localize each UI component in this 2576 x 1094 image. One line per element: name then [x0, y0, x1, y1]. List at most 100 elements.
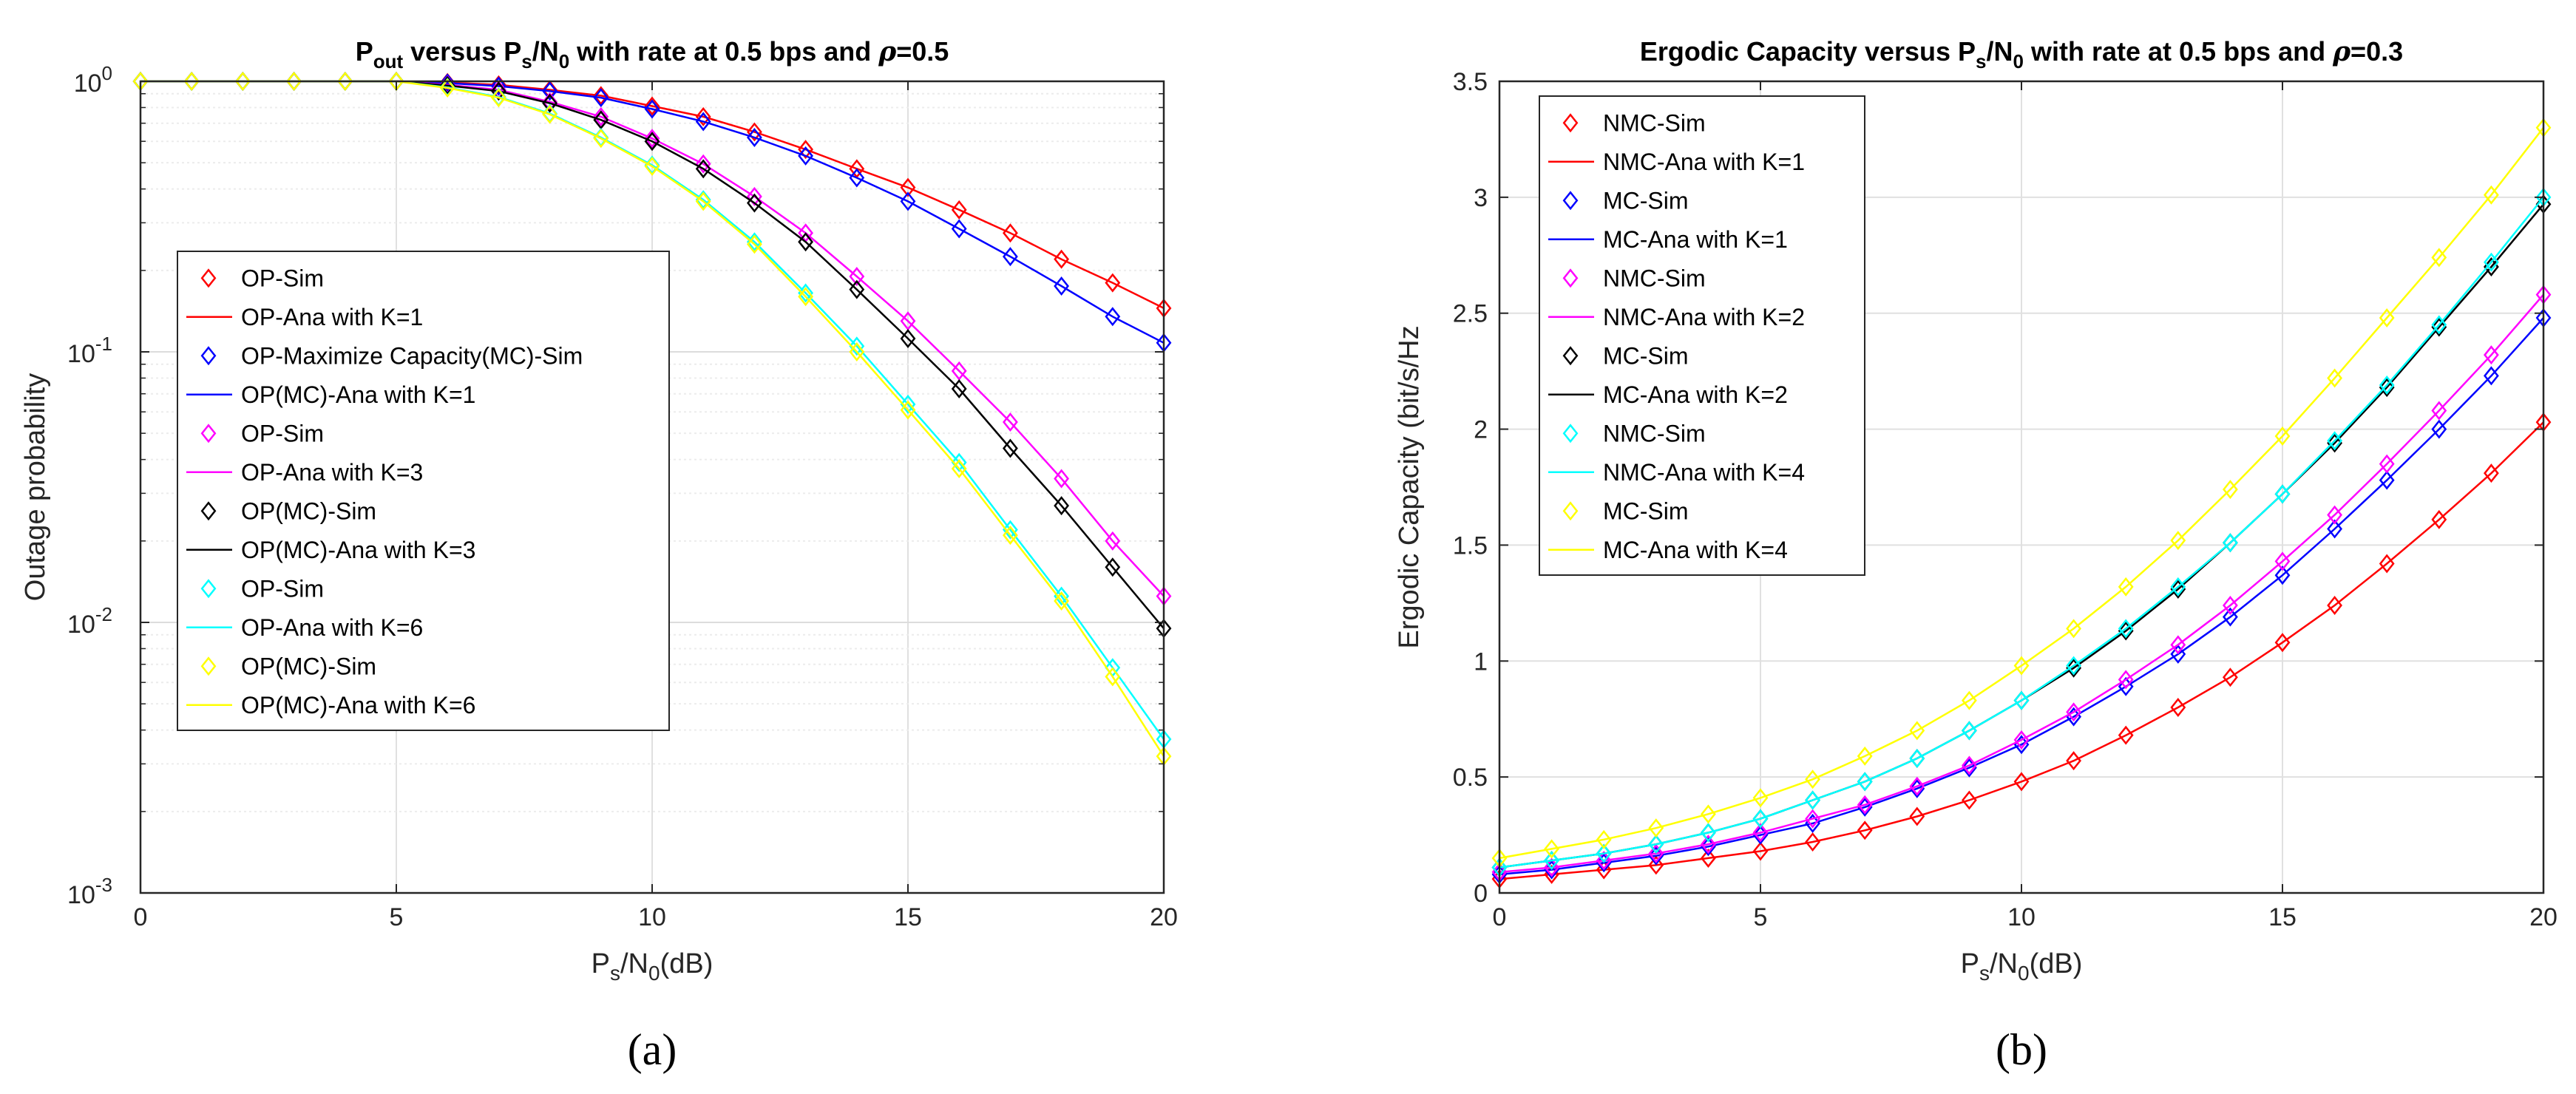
data-point	[1700, 823, 1716, 843]
data-point	[2013, 772, 2030, 792]
data-point	[2118, 676, 2134, 696]
legend-marker	[200, 501, 217, 521]
legend-label: OP-Sim	[241, 265, 324, 291]
data-point	[1909, 749, 1925, 769]
data-point	[644, 99, 660, 119]
data-point	[2379, 308, 2395, 327]
data-point	[1752, 809, 1769, 829]
legend-label: NMC-Ana with K=1	[1603, 149, 1805, 175]
data-point	[1805, 809, 1821, 829]
data-point	[2431, 317, 2447, 337]
data-point	[2222, 667, 2238, 687]
data-point	[1857, 772, 1873, 792]
legend-label: MC-Sim	[1603, 187, 1689, 214]
legend-item: OP-Sim	[200, 265, 324, 291]
data-point	[951, 200, 967, 220]
legend-label: NMC-Ana with K=4	[1603, 459, 1805, 486]
x-tick-label: 10	[638, 903, 666, 931]
legend-item: MC-Sim	[1562, 342, 1689, 369]
legend-marker	[200, 656, 217, 676]
series-line	[1499, 317, 2544, 876]
data-point	[1857, 797, 1873, 817]
y-tick-label: 3.5	[1453, 68, 1488, 96]
data-point	[1648, 818, 1664, 838]
y-axis-label: Ergodic Capacity (bit/s/Hz	[1394, 325, 1425, 648]
y-tick-label: 0	[1474, 880, 1488, 908]
data-point	[1054, 496, 1070, 516]
data-point	[2222, 480, 2238, 500]
data-point	[593, 106, 609, 126]
legend-label: OP(MC)-Ana with K=3	[241, 537, 475, 563]
series-line	[1499, 197, 2544, 869]
data-point	[1002, 223, 1018, 243]
data-point	[1054, 469, 1070, 489]
legend-label: OP(MC)-Sim	[241, 497, 376, 524]
data-point	[1961, 690, 1977, 710]
data-point	[695, 154, 711, 174]
data-point	[1805, 769, 1821, 789]
data-point	[746, 186, 762, 206]
y-tick-label: 2.5	[1453, 300, 1488, 328]
data-point	[644, 96, 660, 116]
data-point	[2327, 519, 2343, 539]
legend-marker	[200, 268, 217, 288]
legend-item: MC-Sim	[1562, 497, 1689, 524]
y-tick-label: 2	[1474, 416, 1488, 444]
legend-label: NMC-Sim	[1603, 109, 1706, 136]
legend-marker	[200, 346, 217, 366]
legend-marker	[1562, 268, 1579, 288]
data-point	[1648, 855, 1664, 875]
data-point	[1544, 839, 1560, 859]
series-6	[1491, 118, 2552, 868]
legend-box	[177, 251, 670, 731]
data-point	[695, 112, 711, 132]
data-point	[2431, 248, 2447, 268]
data-point	[439, 78, 455, 98]
x-tick-label: 20	[1150, 903, 1178, 931]
data-point	[951, 459, 967, 479]
data-point	[1105, 531, 1121, 551]
data-point	[746, 122, 762, 142]
data-point	[2222, 533, 2238, 553]
data-point	[2431, 315, 2447, 335]
legend-label: MC-Ana with K=1	[1603, 226, 1788, 253]
legend-label: NMC-Sim	[1603, 420, 1706, 446]
data-point	[1961, 755, 1977, 775]
data-point	[2170, 531, 2186, 551]
x-tick-label: 0	[1493, 903, 1507, 931]
data-point	[1648, 843, 1664, 863]
data-point	[490, 76, 506, 96]
data-point	[900, 191, 916, 211]
series-3	[1491, 285, 2552, 882]
data-point	[1909, 776, 1925, 796]
legend-label: MC-Ana with K=4	[1603, 537, 1788, 563]
data-point	[2274, 484, 2291, 504]
data-point	[2483, 252, 2499, 272]
data-point	[1752, 823, 1769, 843]
legend-label: NMC-Sim	[1603, 265, 1706, 291]
data-point	[2222, 607, 2238, 627]
data-point	[951, 379, 967, 399]
data-point	[1596, 860, 1612, 880]
data-point	[2066, 658, 2082, 678]
legend-item: MC-Ana with K=2	[1548, 381, 1788, 408]
legend: NMC-Sim NMC-Ana with K=1 MC-Sim MC-Ana with…	[1539, 95, 1865, 576]
data-point	[2118, 577, 2134, 597]
data-point	[951, 219, 967, 239]
legend-label: OP-Sim	[241, 575, 324, 602]
data-point	[1909, 806, 1925, 826]
data-point	[1961, 721, 1977, 741]
chart-title: Pout versus Ps/N0 with rate at 0.5 bps a…	[356, 36, 949, 72]
data-point	[1105, 557, 1121, 577]
data-point	[2274, 565, 2291, 585]
data-point	[695, 106, 711, 126]
data-point	[2013, 690, 2030, 710]
data-point	[849, 279, 865, 299]
data-point	[337, 71, 353, 92]
legend-label: OP(MC)-Ana with K=1	[241, 381, 475, 408]
x-axis-label: Ps/N0(dB)	[1961, 948, 2083, 985]
legend-box	[1539, 95, 1865, 576]
y-tick-label: 1.5	[1453, 531, 1488, 560]
data-point	[900, 394, 916, 414]
legend-marker	[1562, 191, 1579, 211]
